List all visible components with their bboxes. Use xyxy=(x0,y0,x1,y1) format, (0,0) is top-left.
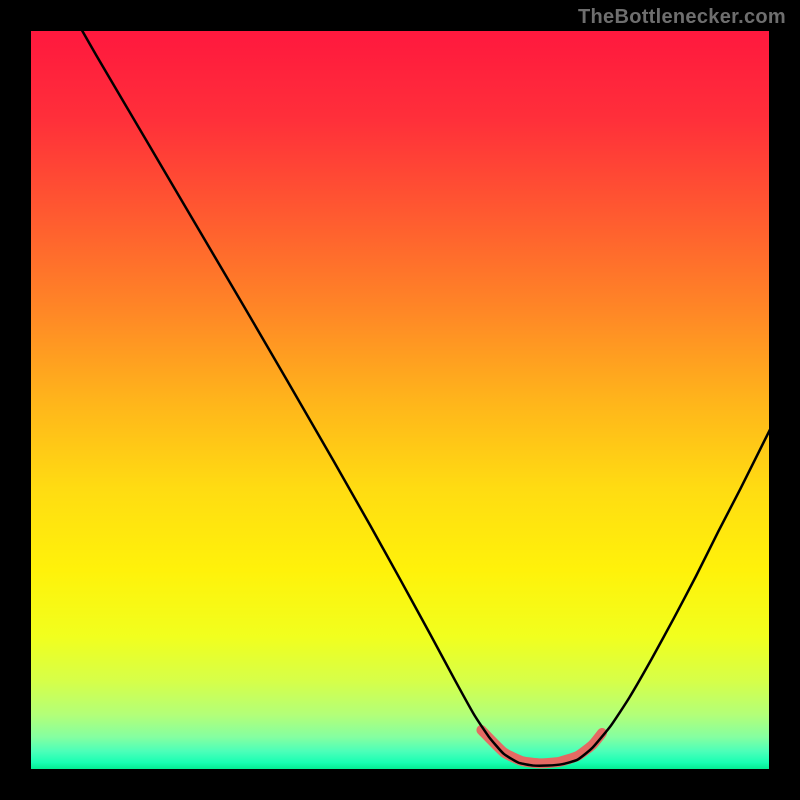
bottleneck-chart xyxy=(0,0,800,800)
chart-stage: TheBottlenecker.com xyxy=(0,0,800,800)
plot-background xyxy=(30,30,770,770)
